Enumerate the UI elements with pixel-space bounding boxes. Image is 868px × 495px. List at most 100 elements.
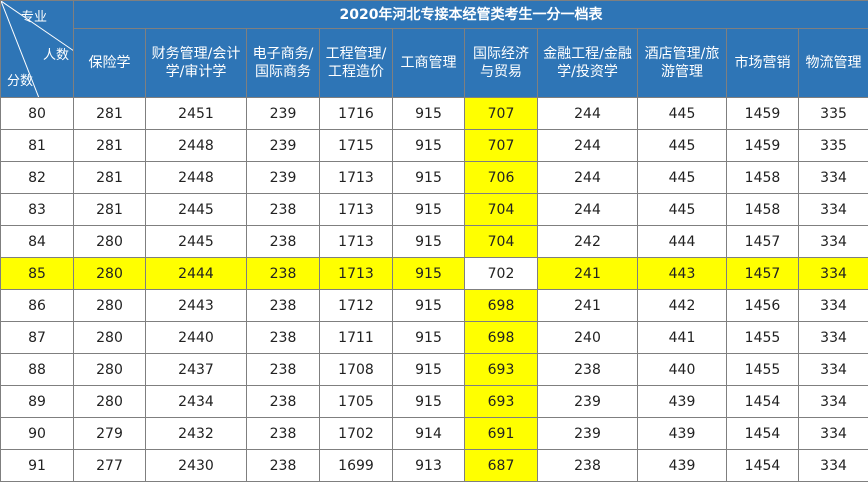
column-header-line2: 与贸易 <box>480 64 522 80</box>
count-cell: 238 <box>246 193 320 226</box>
count-cell: 444 <box>637 225 727 258</box>
column-header-line2: 学/投资学 <box>557 64 618 80</box>
table-title: 2020年河北专接本经管类考生一分一档表 <box>72 0 868 29</box>
count-cell: 1702 <box>319 417 393 450</box>
count-cell: 2432 <box>145 417 247 450</box>
column-header-line2: 学/审计学 <box>165 64 227 80</box>
count-cell: 698 <box>464 289 538 322</box>
corner-label-count: 人数 <box>42 48 69 63</box>
count-cell: 1716 <box>319 97 393 130</box>
count-cell: 238 <box>537 353 638 386</box>
count-cell: 915 <box>392 129 465 162</box>
count-cell: 442 <box>637 289 727 322</box>
count-cell: 1708 <box>319 353 393 386</box>
score-cell: 86 <box>0 289 74 322</box>
column-header: 电子商务/国际商务 <box>246 28 320 98</box>
column-header: 国际经济 与贸易 <box>464 28 538 98</box>
count-cell: 2437 <box>145 353 247 386</box>
count-cell: 335 <box>797 97 868 130</box>
column-header-line1: 财务管理/会计 <box>151 46 241 62</box>
count-cell: 440 <box>637 353 727 386</box>
table-row: 87 280 2440 238 1711 915 698 240 441 1455 334 <box>0 321 868 354</box>
count-cell: 441 <box>637 321 727 354</box>
count-cell: 915 <box>392 353 465 386</box>
count-cell: 281 <box>73 129 146 162</box>
count-cell: 707 <box>464 97 538 130</box>
count-cell: 238 <box>246 353 320 386</box>
count-cell: 2434 <box>145 385 247 418</box>
count-cell: 1455 <box>726 321 799 354</box>
count-cell: 238 <box>246 417 320 450</box>
count-cell: 2451 <box>145 97 247 130</box>
count-cell: 706 <box>464 161 538 194</box>
count-cell: 915 <box>392 289 465 322</box>
count-cell: 1713 <box>319 257 393 290</box>
table-row: 88 280 2437 238 1708 915 693 238 440 1455 334 <box>0 353 868 386</box>
count-cell: 334 <box>797 449 868 482</box>
score-cell: 90 <box>0 417 74 450</box>
count-cell: 281 <box>73 193 146 226</box>
column-header-line2: 工程造价 <box>328 64 384 80</box>
score-cell: 84 <box>0 225 74 258</box>
count-cell: 239 <box>537 417 638 450</box>
count-cell: 704 <box>464 193 538 226</box>
table-body: 80 281 2451 239 1716 915 707 244 445 1459 335 81 281… <box>0 97 868 482</box>
count-cell: 238 <box>246 257 320 290</box>
table-row: 82 281 2448 239 1713 915 706 244 445 1458 334 <box>0 161 868 194</box>
count-cell: 277 <box>73 449 146 482</box>
column-header-line1: 工商管理 <box>400 55 457 71</box>
count-cell: 2440 <box>145 321 247 354</box>
column-header: 市场营销 <box>726 28 799 98</box>
count-cell: 439 <box>637 449 727 482</box>
count-cell: 915 <box>392 257 465 290</box>
count-cell: 239 <box>246 161 320 194</box>
count-cell: 280 <box>73 289 146 322</box>
count-cell: 443 <box>637 257 727 290</box>
corner-label-major: 专业 <box>20 10 47 25</box>
table-row: 85 280 2444 238 1713 915 702 241 443 1457 334 <box>0 257 868 290</box>
count-cell: 1459 <box>726 129 799 162</box>
count-cell: 1455 <box>726 353 799 386</box>
count-cell: 913 <box>392 449 465 482</box>
column-header-row: 保险学 财务管理/会计 学/审计学 电子商务/国际商务 工程管理/工程造价 工商管理 国际经… <box>1 28 868 98</box>
count-cell: 445 <box>637 97 727 130</box>
count-cell: 238 <box>246 321 320 354</box>
count-cell: 2443 <box>145 289 247 322</box>
table-row: 83 281 2445 238 1713 915 704 244 445 1458 334 <box>0 193 868 226</box>
count-cell: 687 <box>464 449 538 482</box>
count-cell: 1715 <box>319 129 393 162</box>
column-header-line2: 游管理 <box>661 64 703 80</box>
count-cell: 238 <box>246 449 320 482</box>
count-cell: 334 <box>797 193 868 226</box>
table-row: 89 280 2434 238 1705 915 693 239 439 1454 334 <box>0 385 868 418</box>
table-row: 91 277 2430 238 1699 913 687 238 439 1454 334 <box>0 449 868 482</box>
count-cell: 914 <box>392 417 465 450</box>
count-cell: 334 <box>797 353 868 386</box>
count-cell: 241 <box>537 257 638 290</box>
count-cell: 334 <box>797 385 868 418</box>
count-cell: 445 <box>637 161 727 194</box>
count-cell: 698 <box>464 321 538 354</box>
count-cell: 915 <box>392 161 465 194</box>
corner-label-score: 分数 <box>7 74 34 89</box>
score-cell: 81 <box>0 129 74 162</box>
count-cell: 1713 <box>319 193 393 226</box>
count-cell: 439 <box>637 385 727 418</box>
column-header: 财务管理/会计 学/审计学 <box>145 28 247 98</box>
count-cell: 2444 <box>145 257 247 290</box>
table-row: 84 280 2445 238 1713 915 704 242 444 1457 334 <box>0 225 868 258</box>
count-cell: 239 <box>537 385 638 418</box>
column-header: 保险学 <box>73 28 146 98</box>
count-cell: 238 <box>246 225 320 258</box>
count-cell: 915 <box>392 225 465 258</box>
count-cell: 280 <box>73 353 146 386</box>
corner-diagonal-lines <box>1 1 73 97</box>
count-cell: 238 <box>537 449 638 482</box>
count-cell: 334 <box>797 257 868 290</box>
count-cell: 239 <box>246 129 320 162</box>
table-row: 80 281 2451 239 1716 915 707 244 445 1459 335 <box>0 97 868 130</box>
count-cell: 915 <box>392 97 465 130</box>
column-header: 工商管理 <box>392 28 465 98</box>
count-cell: 334 <box>797 417 868 450</box>
count-cell: 1457 <box>726 257 799 290</box>
